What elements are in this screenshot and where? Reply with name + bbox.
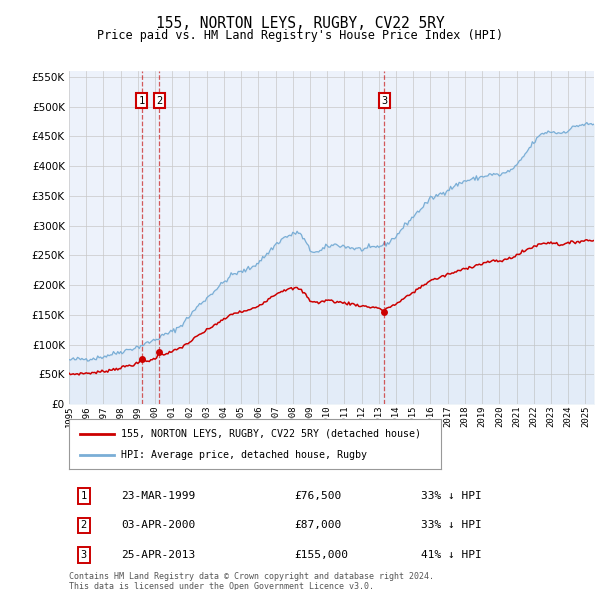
- Text: £87,000: £87,000: [295, 520, 342, 530]
- Text: 3: 3: [381, 96, 388, 106]
- Text: 1: 1: [80, 491, 87, 501]
- Text: 2: 2: [80, 520, 87, 530]
- Text: 155, NORTON LEYS, RUGBY, CV22 5RY (detached house): 155, NORTON LEYS, RUGBY, CV22 5RY (detac…: [121, 429, 421, 439]
- Text: HPI: Average price, detached house, Rugby: HPI: Average price, detached house, Rugb…: [121, 450, 367, 460]
- Text: 33% ↓ HPI: 33% ↓ HPI: [421, 491, 482, 501]
- Text: Contains HM Land Registry data © Crown copyright and database right 2024.: Contains HM Land Registry data © Crown c…: [69, 572, 434, 581]
- Text: This data is licensed under the Open Government Licence v3.0.: This data is licensed under the Open Gov…: [69, 582, 374, 590]
- Text: 155, NORTON LEYS, RUGBY, CV22 5RY: 155, NORTON LEYS, RUGBY, CV22 5RY: [155, 16, 445, 31]
- Text: 3: 3: [80, 550, 87, 560]
- Text: 23-MAR-1999: 23-MAR-1999: [121, 491, 196, 501]
- Text: £155,000: £155,000: [295, 550, 349, 560]
- Text: 1: 1: [139, 96, 145, 106]
- Text: 25-APR-2013: 25-APR-2013: [121, 550, 196, 560]
- Text: £76,500: £76,500: [295, 491, 342, 501]
- Text: 03-APR-2000: 03-APR-2000: [121, 520, 196, 530]
- Text: 33% ↓ HPI: 33% ↓ HPI: [421, 520, 482, 530]
- Text: 2: 2: [156, 96, 163, 106]
- Text: Price paid vs. HM Land Registry's House Price Index (HPI): Price paid vs. HM Land Registry's House …: [97, 30, 503, 42]
- Text: 41% ↓ HPI: 41% ↓ HPI: [421, 550, 482, 560]
